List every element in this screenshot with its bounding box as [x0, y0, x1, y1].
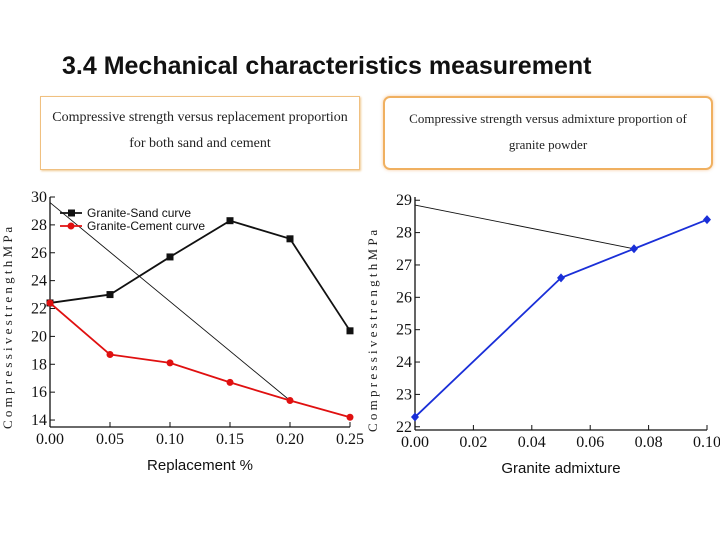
- data-point: [226, 378, 234, 386]
- data-point: [630, 244, 638, 254]
- x-tick-label: 0.08: [635, 434, 663, 451]
- data-point: [703, 215, 711, 225]
- caption-left: Compressive strength versus replacement …: [40, 96, 360, 170]
- y-tick-label: 28: [396, 225, 412, 242]
- data-point: [286, 397, 294, 405]
- data-point: [411, 412, 419, 422]
- y-tick-label: 24: [396, 354, 412, 371]
- y-tick-label: 16: [31, 384, 47, 401]
- legend-label: Granite-Sand curve: [87, 206, 191, 220]
- y-tick-label: 25: [396, 322, 412, 339]
- x-axis-title: Granite admixture: [501, 460, 620, 477]
- y-tick-label: 26: [396, 289, 412, 306]
- data-point: [106, 351, 114, 359]
- x-tick-label: 0.25: [336, 431, 364, 448]
- y-axis-title-text: C o m p r e s s i v e s t r e n g t h M …: [365, 230, 380, 432]
- y-tick-label: 14: [31, 412, 47, 429]
- data-point: [346, 413, 354, 421]
- x-tick-label: 0.00: [36, 431, 64, 448]
- data-point: [557, 273, 565, 283]
- x-tick-label: 0.00: [401, 434, 429, 451]
- series-line: [49, 302, 351, 419]
- chart-1: 14 16 18 20 22 24 26 28 30 0.00 0.05 0.10 0.15 0.20 0.…: [0, 189, 364, 474]
- y-axis-title: C o m p r e s s i v e s t r e n g t h M …: [0, 227, 15, 429]
- y-tick-label: 18: [31, 356, 47, 373]
- data-point: [166, 359, 174, 367]
- y-tick-label: 24: [31, 273, 47, 290]
- legend-label: Granite-Cement curve: [87, 219, 205, 233]
- caption-right: Compressive strength versus admixture pr…: [383, 96, 713, 170]
- x-tick-label: 0.02: [459, 434, 487, 451]
- x-axis-title: Replacement %: [147, 457, 253, 474]
- legend-marker: [68, 209, 75, 217]
- y-tick-label: 20: [31, 328, 47, 345]
- y-tick-label: 28: [31, 217, 47, 234]
- slide-title: 3.4 Mechanical characteristics measureme…: [62, 52, 592, 80]
- y-tick-label: 30: [31, 189, 47, 206]
- chart-2: 22 23 24 25 26 27 28 29 0.00 0.02 0.04 0.06 0.08 0.10…: [365, 192, 720, 477]
- x-tick-label: 0.04: [518, 434, 546, 451]
- y-tick-label: 26: [31, 245, 47, 262]
- x-tick-label: 0.10: [156, 431, 184, 448]
- y-tick-label: 23: [396, 386, 412, 403]
- data-point: [166, 253, 174, 261]
- data-point: [46, 299, 54, 307]
- y-tick-label: 22: [31, 301, 47, 318]
- y-tick-label: 29: [396, 192, 412, 209]
- series-line: [414, 218, 708, 418]
- y-axis-title: C o m p r e s s i v e s t r e n g t h M …: [365, 230, 380, 432]
- data-point: [106, 291, 114, 299]
- data-point: [226, 217, 234, 225]
- data-point: [286, 235, 294, 243]
- overlay-line: [414, 204, 635, 250]
- x-tick-label: 0.10: [693, 434, 720, 451]
- x-tick-label: 0.15: [216, 431, 244, 448]
- y-tick-label: 22: [396, 419, 412, 436]
- x-tick-label: 0.06: [576, 434, 604, 451]
- y-axis-title-text: C o m p r e s s i v e s t r e n g t h M …: [0, 227, 15, 429]
- data-point: [346, 327, 354, 335]
- legend-marker: [67, 222, 75, 230]
- y-tick-label: 27: [396, 257, 412, 274]
- x-tick-label: 0.20: [276, 431, 304, 448]
- series-line: [49, 219, 351, 332]
- overlay-line: [49, 202, 291, 401]
- x-tick-label: 0.05: [96, 431, 124, 448]
